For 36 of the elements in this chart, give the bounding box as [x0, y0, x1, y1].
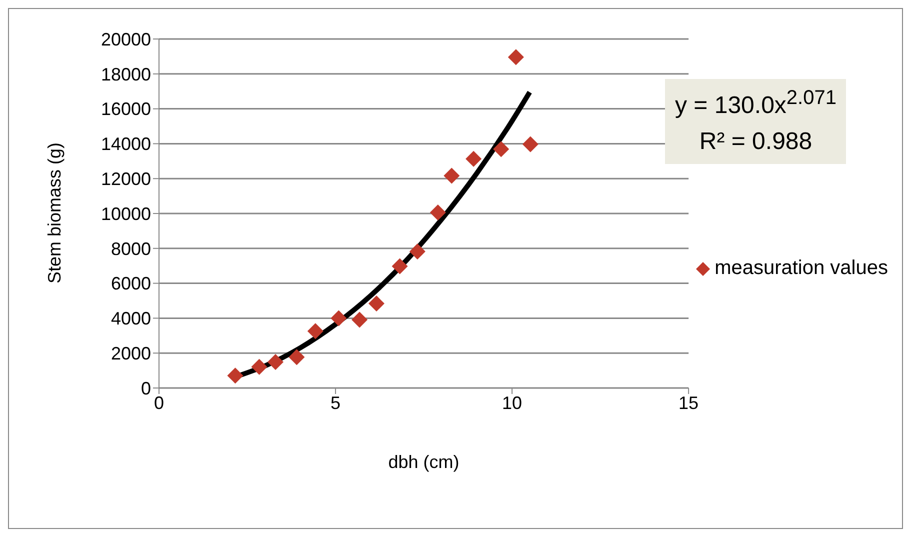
- x-tick-label: 15: [678, 392, 699, 413]
- x-axis-title: dbh (cm): [388, 452, 460, 472]
- point: [288, 349, 305, 366]
- x-tick-label: 0: [154, 392, 164, 413]
- x-tick-label: 5: [330, 392, 341, 413]
- y-tick-label: 10000: [100, 204, 151, 224]
- x-tick-label: 10: [502, 392, 522, 413]
- point: [368, 296, 384, 312]
- point: [227, 368, 244, 384]
- y-tick-label: 14000: [100, 134, 151, 154]
- equation-box: y = 130.0x$^{2.071}$ R² = 0.988: [665, 79, 846, 164]
- point: [466, 150, 482, 167]
- point: [307, 323, 324, 340]
- point: [409, 244, 426, 260]
- point: [430, 204, 446, 220]
- point: [392, 258, 408, 274]
- point: [268, 354, 284, 370]
- annotation: y = 130.0x$^{2.071}$: [675, 86, 836, 121]
- y-tick-label: 0: [140, 378, 151, 398]
- y-tick-label: 8000: [110, 238, 151, 259]
- y-tick-label: 12000: [100, 168, 151, 189]
- point: [508, 49, 524, 66]
- y-tick-label: 20000: [100, 29, 151, 50]
- point: [444, 168, 460, 184]
- point: [352, 312, 368, 328]
- point: [330, 310, 347, 326]
- y-tick-label: 6000: [110, 274, 151, 294]
- legend-label: measuration values: [714, 257, 888, 280]
- y-tick-label: 16000: [100, 99, 151, 120]
- point: [522, 136, 538, 152]
- y-axis-title: Stem biomass (g): [44, 142, 64, 284]
- point: [251, 358, 268, 375]
- point: [493, 141, 510, 158]
- y-tick-label: 2000: [110, 343, 151, 364]
- y-tick-label: 18000: [100, 64, 151, 84]
- y-tick-label: 4000: [110, 308, 151, 329]
